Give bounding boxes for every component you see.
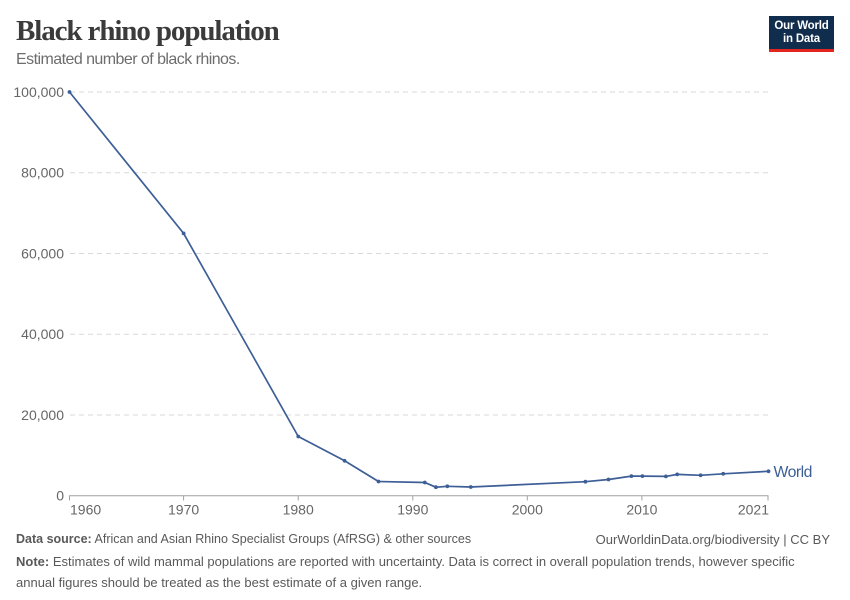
svg-text:2010: 2010 <box>626 502 657 518</box>
svg-text:40,000: 40,000 <box>21 326 64 342</box>
svg-text:1970: 1970 <box>168 502 199 518</box>
svg-text:100,000: 100,000 <box>13 84 64 100</box>
svg-text:2000: 2000 <box>512 502 543 518</box>
svg-text:80,000: 80,000 <box>21 165 64 181</box>
svg-text:1960: 1960 <box>70 502 101 518</box>
svg-text:World: World <box>774 464 812 481</box>
svg-text:1990: 1990 <box>397 502 428 518</box>
svg-text:2021: 2021 <box>738 502 769 518</box>
svg-text:20,000: 20,000 <box>21 407 64 423</box>
svg-text:1980: 1980 <box>283 502 314 518</box>
svg-text:0: 0 <box>56 488 64 504</box>
svg-text:60,000: 60,000 <box>21 245 64 261</box>
